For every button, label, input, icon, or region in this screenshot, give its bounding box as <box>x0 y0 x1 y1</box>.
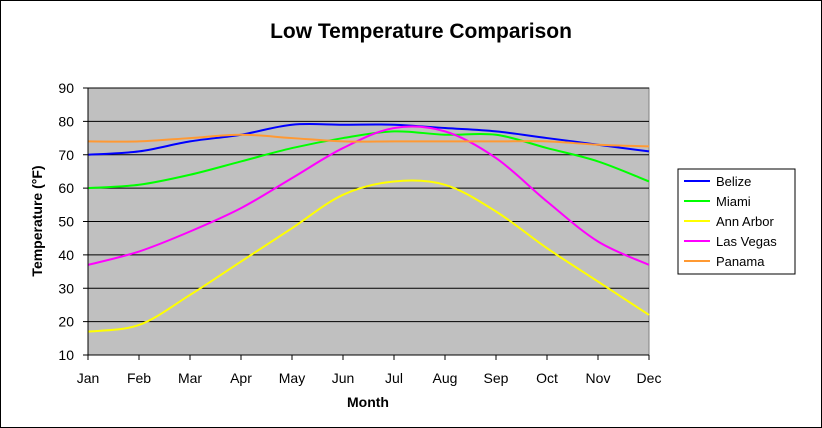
x-axis-title: Month <box>347 394 389 410</box>
x-tick-label: Jun <box>332 370 355 386</box>
y-tick-label: 90 <box>58 80 74 96</box>
legend-label-panama: Panama <box>716 254 765 269</box>
y-tick-label: 60 <box>58 180 74 196</box>
x-tick-label: Apr <box>230 370 252 386</box>
series-line-belize <box>87 122 650 156</box>
gridlines <box>88 87 649 323</box>
series-line-panama <box>87 133 650 148</box>
legend: Belize Miami Ann Arbor Las Vegas Panama <box>677 168 796 275</box>
x-tick-label: Feb <box>127 370 151 386</box>
y-tick-label: 70 <box>58 147 74 163</box>
x-tick-label: Jul <box>385 370 403 386</box>
x-tick-label: Jan <box>77 370 100 386</box>
legend-label-belize: Belize <box>716 174 751 189</box>
x-tick-label: Mar <box>178 370 202 386</box>
y-tick-label: 30 <box>58 280 74 296</box>
series-line-ann-arbor <box>87 179 650 333</box>
y-tick-label: 40 <box>58 247 74 263</box>
x-tick-label: Aug <box>433 370 458 386</box>
series-line-miami <box>87 130 650 190</box>
legend-label-miami: Miami <box>716 194 751 209</box>
x-axis-ticks: Jan Feb Mar Apr May Jun Jul Aug Sep Oct Nov Dec <box>77 354 662 386</box>
y-axis-title: Temperature (°F) <box>29 165 45 276</box>
y-tick-label: 80 <box>58 113 74 129</box>
legend-label-ann-arbor: Ann Arbor <box>716 214 774 229</box>
y-tick-label: 50 <box>58 214 74 230</box>
x-tick-label: Sep <box>484 370 509 386</box>
x-tick-label: Dec <box>637 370 662 386</box>
x-tick-label: Oct <box>536 370 558 386</box>
y-tick-label: 10 <box>58 347 74 363</box>
series-lines <box>87 122 650 333</box>
series-line-las-vegas <box>87 125 650 266</box>
chart-title: Low Temperature Comparison <box>270 20 572 43</box>
legend-label-las-vegas: Las Vegas <box>716 234 777 249</box>
x-tick-label: May <box>279 370 305 386</box>
y-axis-ticks: 10 20 30 40 50 60 70 80 90 <box>58 80 89 363</box>
y-tick-label: 20 <box>58 314 74 330</box>
x-tick-label: Nov <box>586 370 611 386</box>
